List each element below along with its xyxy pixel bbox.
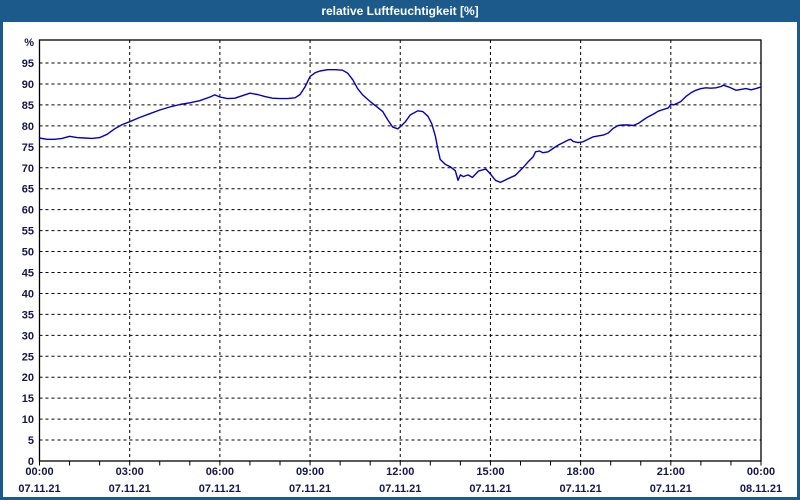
- y-axis-unit-label: %: [24, 37, 34, 49]
- gridlines: [39, 40, 761, 461]
- x-tick-date-label: 07.11.21: [289, 483, 331, 495]
- y-tick-label: 80: [22, 121, 34, 133]
- y-tick-label: 10: [22, 414, 34, 426]
- y-tick-label: 95: [22, 58, 34, 70]
- y-tick-label: 30: [22, 330, 34, 342]
- y-tick-label: 90: [22, 79, 34, 91]
- y-tick-label: 60: [22, 205, 34, 217]
- window-border-right: [797, 0, 800, 500]
- y-tick-label: 5: [28, 435, 34, 447]
- x-tick-date-label: 07.11.21: [469, 483, 511, 495]
- y-tick-label: 40: [22, 288, 34, 300]
- x-minor-ticks: [39, 461, 762, 466]
- window-border-left: [0, 0, 3, 500]
- y-tick-label: 70: [22, 163, 34, 175]
- x-tick-date-label: 07.11.21: [18, 483, 60, 495]
- x-tick-time-label: 15:00: [476, 466, 504, 478]
- x-tick-date-label: 07.11.21: [560, 483, 602, 495]
- title-bar: relative Luftfeuchtigkeit [%]: [0, 0, 800, 22]
- window-border-bottom: [0, 497, 800, 500]
- x-tick-time-label: 18:00: [567, 466, 595, 478]
- plot-frame: [38, 39, 762, 462]
- humidity-line: [38, 68, 762, 184]
- x-tick-date-label: 08.11.21: [740, 483, 782, 495]
- y-tick-label: 35: [22, 309, 34, 321]
- y-tick-label: 55: [22, 226, 34, 238]
- window-title: relative Luftfeuchtigkeit [%]: [321, 4, 479, 18]
- x-tick-time-label: 00:00: [25, 466, 53, 478]
- x-tick-date-label: 07.11.21: [379, 483, 421, 495]
- x-tick-date-label: 07.11.21: [109, 483, 151, 495]
- x-tick-time-label: 09:00: [296, 466, 324, 478]
- y-tick-label: 25: [22, 351, 34, 363]
- y-tick-label: 85: [22, 100, 34, 112]
- x-tick-time-label: 12:00: [386, 466, 414, 478]
- y-tick-label: 20: [22, 372, 34, 384]
- x-tick-time-label: 06:00: [206, 466, 234, 478]
- y-tick-label: 15: [22, 393, 34, 405]
- y-tick-label: 0: [28, 456, 34, 468]
- x-tick-time-label: 21:00: [657, 466, 685, 478]
- y-tick-label: 75: [22, 142, 34, 154]
- x-tick-time-label: 00:00: [747, 466, 775, 478]
- x-tick-date-label: 07.11.21: [650, 483, 692, 495]
- x-tick-date-label: 07.11.21: [199, 483, 241, 495]
- x-tick-time-label: 03:00: [116, 466, 144, 478]
- y-tick-label: 50: [22, 247, 34, 259]
- y-tick-label: 65: [22, 184, 34, 196]
- y-tick-label: 45: [22, 267, 34, 279]
